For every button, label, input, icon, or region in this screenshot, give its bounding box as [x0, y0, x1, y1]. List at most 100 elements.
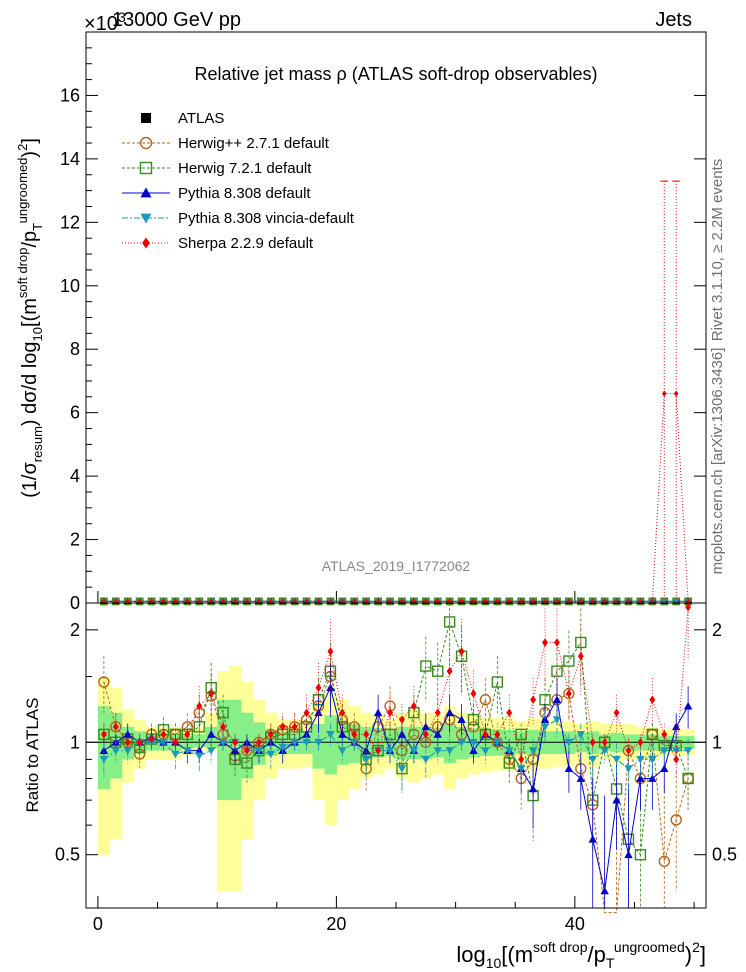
main-y-tick-label: 16 [60, 85, 80, 105]
ratio-y-tick-label: 1 [70, 732, 80, 752]
data-point [173, 598, 178, 605]
uncertainty-band-inner [312, 723, 325, 769]
data-point [304, 598, 309, 605]
data-point [471, 598, 476, 605]
main-y-tick-label: 0 [70, 593, 80, 613]
data-point [590, 598, 595, 605]
main-y-tick-label: 14 [60, 149, 80, 169]
ratio-y-tick-label: 2 [70, 620, 80, 640]
data-point [445, 708, 454, 717]
data-point [112, 722, 119, 732]
data-point [411, 598, 417, 605]
data-point [602, 598, 607, 605]
data-point [99, 746, 109, 754]
data-point [100, 730, 107, 739]
x-title-part-5: ] [700, 942, 706, 967]
ratio-series-4 [100, 602, 692, 778]
data-point [314, 708, 323, 717]
data-point [457, 738, 466, 747]
data-point [505, 747, 514, 755]
data-point [339, 708, 346, 717]
data-point [682, 772, 694, 785]
data-point [601, 738, 608, 747]
data-point [552, 716, 562, 724]
legend-entry: Pythia 8.308 default [122, 185, 311, 202]
data-point [255, 738, 262, 747]
data-point [361, 756, 371, 764]
main-y-tick-label: 4 [70, 466, 80, 486]
data-point [600, 886, 609, 895]
data-point [420, 660, 432, 672]
data-point [636, 756, 645, 764]
data-point [530, 695, 537, 704]
data-point [491, 676, 504, 688]
data-point [671, 722, 681, 731]
legend-marker [141, 113, 151, 123]
data-point [588, 835, 597, 843]
data-point [206, 747, 216, 755]
rivet-version-label: Rivet 3.1.10, ≥ 2.2M events [709, 159, 726, 342]
ratio-frame-overlay [85, 602, 707, 909]
ratio-x-tick-label: 20 [326, 914, 346, 934]
data-point [137, 598, 142, 605]
data-point [267, 730, 274, 739]
chart-title: Relative jet mass ρ (ATLAS soft-drop obs… [194, 64, 597, 84]
data-point [363, 730, 370, 739]
data-point [387, 708, 393, 717]
data-point [469, 738, 478, 747]
x-title-sub-T: T [606, 955, 615, 971]
ratio-series-3 [99, 703, 693, 793]
data-point [516, 765, 526, 773]
data-point [634, 849, 647, 861]
data-point [314, 738, 323, 747]
data-point [208, 689, 215, 698]
main-plot-layer: 0 2 4 6 8 10 12 14 16 [60, 47, 706, 613]
x-title-sub-10: 10 [486, 955, 502, 971]
data-point [373, 708, 383, 717]
legend-label: Pythia 8.308 default [178, 185, 311, 202]
data-point [196, 701, 203, 711]
data-point [433, 747, 442, 755]
data-point [232, 738, 238, 747]
data-point [159, 738, 168, 747]
data-point [661, 730, 668, 739]
data-point [361, 746, 371, 754]
data-point [670, 814, 682, 826]
data-point [98, 676, 110, 688]
data-point [302, 730, 311, 738]
data-point [470, 689, 477, 698]
data-point [280, 598, 285, 605]
data-point [410, 701, 417, 711]
data-point [244, 746, 250, 755]
legend-marker [139, 136, 153, 150]
data-point [482, 730, 489, 739]
legend-label: ATLAS [178, 110, 224, 127]
ratio-y-tick-label: 0.5 [55, 845, 80, 865]
data-point [315, 683, 322, 692]
data-point [254, 747, 264, 755]
main-series-5 [101, 180, 691, 605]
data-point [290, 738, 299, 747]
data-point [220, 598, 226, 605]
data-point [193, 721, 205, 733]
data-point [350, 738, 359, 747]
data-point [422, 730, 429, 739]
legend: ATLAS Herwig++ 2.7.1 default Herwig 7.2.1 … [122, 110, 355, 252]
data-point [124, 738, 131, 747]
data-point [518, 598, 524, 605]
data-point [446, 666, 453, 676]
analysis-id: ATLAS_2019_I1772062 [322, 558, 471, 574]
data-point [136, 738, 143, 747]
data-point [447, 598, 452, 605]
main-y-tick-label: 2 [70, 530, 80, 550]
data-point [673, 390, 679, 397]
main-y-tick-label: 6 [70, 403, 80, 423]
data-point [646, 728, 659, 741]
process-label: Jets [655, 9, 692, 31]
data-point [185, 598, 190, 605]
data-point [316, 598, 321, 605]
data-point [566, 598, 572, 605]
x-title-part-1: log [456, 942, 485, 967]
main-y-tick-label: 12 [60, 212, 80, 232]
data-point [220, 722, 227, 732]
